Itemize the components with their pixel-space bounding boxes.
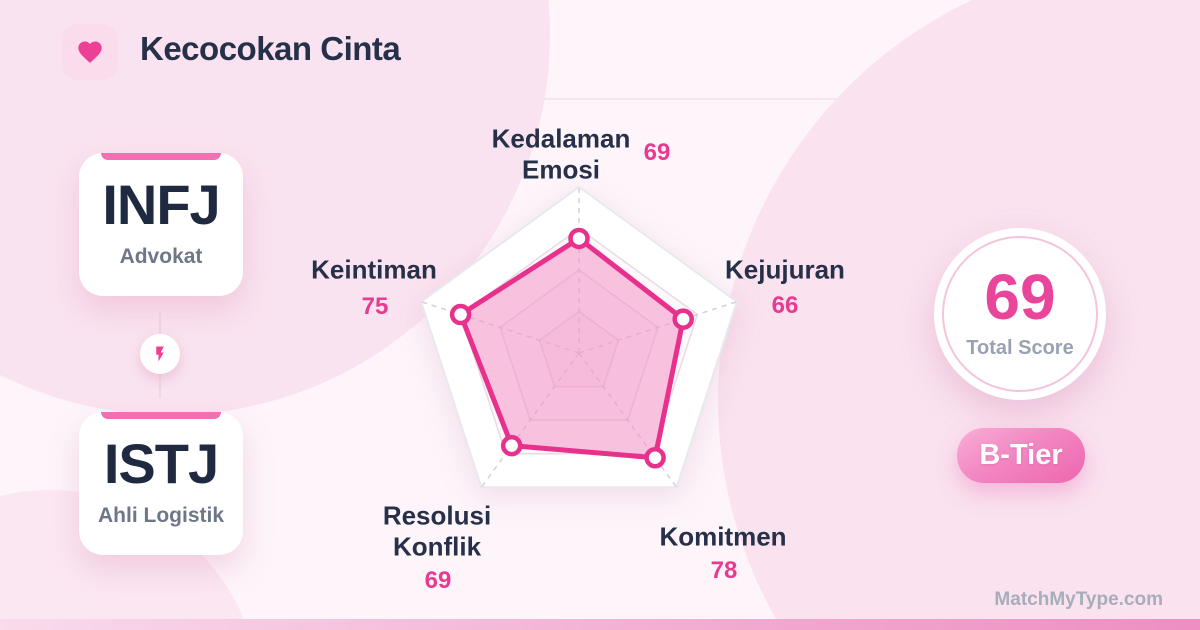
type-code: INFJ [102, 173, 220, 236]
tier-badge: B-Tier [957, 428, 1085, 483]
radar-axis-label: Keintiman [311, 254, 437, 285]
header: Kecocokan Cinta [0, 0, 1200, 100]
card-accent-bar [101, 153, 221, 160]
bottom-accent-bar [0, 619, 1200, 630]
total-score-value: 69 [984, 260, 1056, 333]
radar-axis-label: Kejujuran [725, 254, 845, 285]
radar-axis-value: 75 [361, 293, 389, 320]
radar-axis-label: Resolusi Konflik [382, 500, 492, 561]
page-title: Kecocokan Cinta [140, 30, 401, 67]
radar-axis-value: 69 [643, 139, 671, 166]
radar-axis-label: Komitmen [659, 521, 787, 552]
total-score-circle: 69 Total Score [934, 228, 1106, 400]
versus-circle [140, 334, 180, 374]
type-code: ISTJ [103, 432, 219, 495]
lightning-icon [156, 346, 164, 362]
watermark: MatchMyType.com [994, 589, 1163, 610]
radar-axis-value: 69 [424, 567, 452, 594]
radar-chart [419, 185, 739, 489]
total-score-label: Total Score [966, 336, 1074, 359]
radar-axis-value: 66 [771, 292, 799, 319]
type-alias: Advokat [119, 245, 203, 268]
type-alias: Ahli Logistik [98, 504, 224, 527]
radar-axis-value: 78 [710, 557, 738, 584]
radar-axis-label: Kedalaman Emosi [491, 123, 631, 184]
heart-icon [62, 24, 118, 80]
card-accent-bar [101, 412, 221, 419]
type-card-infj: INFJ Advokat [79, 153, 243, 296]
type-card-istj: ISTJ Ahli Logistik [79, 412, 243, 555]
